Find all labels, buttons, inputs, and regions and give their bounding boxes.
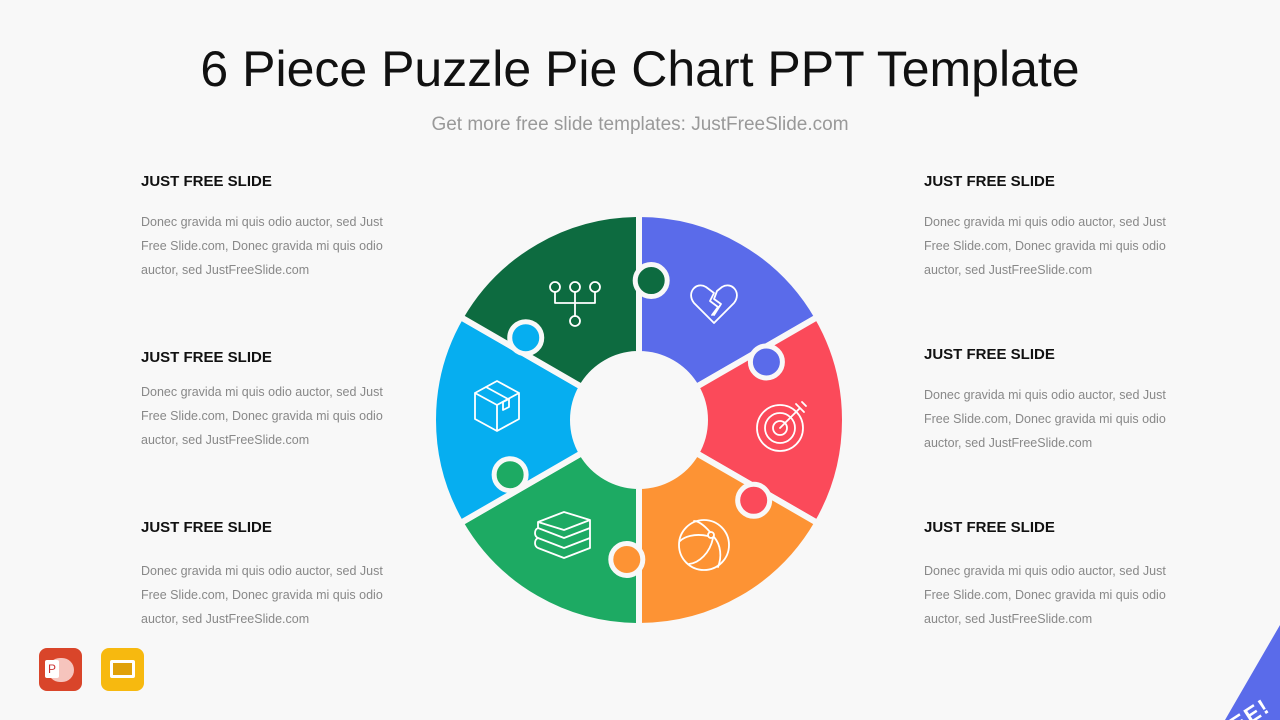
powerpoint-icon: P xyxy=(39,648,82,691)
text-block-right-2: JUST FREE SLIDE Donec gravida mi quis od… xyxy=(924,346,1184,455)
beach-ball-icon xyxy=(678,519,730,571)
block-heading: JUST FREE SLIDE xyxy=(141,173,272,190)
block-heading: JUST FREE SLIDE xyxy=(141,519,272,536)
text-block-left-1: JUST FREE SLIDE Donec gravida mi quis od… xyxy=(141,173,401,282)
hierarchy-icon xyxy=(549,281,601,327)
text-block-right-3: JUST FREE SLIDE Donec gravida mi quis od… xyxy=(924,519,1184,631)
puzzle-tab-2 xyxy=(735,481,773,519)
slide-subtitle: Get more free slide templates: JustFreeS… xyxy=(431,114,849,135)
block-heading: JUST FREE SLIDE xyxy=(924,519,1055,536)
text-block-left-3: JUST FREE SLIDE Donec gravida mi quis od… xyxy=(141,519,401,631)
puzzle-tab-3 xyxy=(608,540,646,578)
block-body: Donec gravida mi quis odio auctor, sed J… xyxy=(924,564,1166,626)
puzzle-piece-4 xyxy=(456,448,642,630)
block-body: Donec gravida mi quis odio auctor, sed J… xyxy=(924,215,1166,277)
puzzle-tab-5 xyxy=(507,319,545,357)
block-heading: JUST FREE SLIDE xyxy=(924,346,1055,363)
block-body: Donec gravida mi quis odio auctor, sed J… xyxy=(141,215,383,277)
free-ribbon: FREE! xyxy=(1197,625,1280,720)
target-icon xyxy=(756,401,807,452)
puzzle-piece-6 xyxy=(456,210,642,392)
puzzle-piece-1 xyxy=(636,210,822,392)
package-icon xyxy=(474,380,520,432)
block-body: Donec gravida mi quis odio auctor, sed J… xyxy=(924,388,1166,450)
puzzle-tab-6 xyxy=(632,262,670,300)
block-heading: JUST FREE SLIDE xyxy=(141,349,272,366)
block-body: Donec gravida mi quis odio auctor, sed J… xyxy=(141,564,383,626)
block-body: Donec gravida mi quis odio auctor, sed J… xyxy=(141,385,383,447)
text-block-left-2: JUST FREE SLIDE Donec gravida mi quis od… xyxy=(141,349,401,452)
text-block-right-1: JUST FREE SLIDE Donec gravida mi quis od… xyxy=(924,173,1184,282)
slide-title: 6 Piece Puzzle Pie Chart PPT Template xyxy=(200,41,1080,97)
block-heading: JUST FREE SLIDE xyxy=(924,173,1055,190)
puzzle-tab-1 xyxy=(747,343,785,381)
books-icon xyxy=(534,511,591,559)
puzzle-tab-4 xyxy=(491,456,529,494)
broken-heart-icon xyxy=(690,284,738,324)
google-slides-icon xyxy=(101,648,144,691)
